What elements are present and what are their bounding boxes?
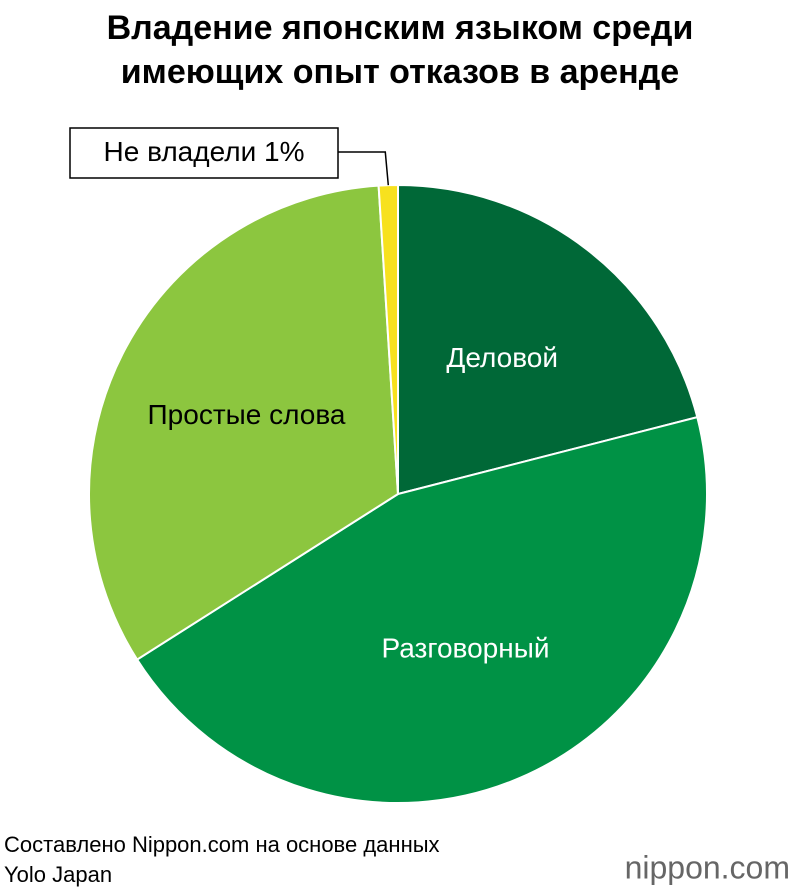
slice-label: Деловой bbox=[446, 342, 558, 373]
slice-label: Разговорный bbox=[382, 632, 550, 663]
chart-title: Владение японским языком среди bbox=[107, 9, 694, 47]
leader-line bbox=[338, 151, 390, 186]
logo: nippon.com bbox=[625, 849, 790, 885]
pie-slice bbox=[135, 415, 708, 804]
source-note: Составлено Nippon.com на основе данных bbox=[4, 832, 440, 857]
pie-slice bbox=[397, 183, 699, 496]
pie-slice bbox=[88, 184, 400, 661]
category-label: Не владели bbox=[104, 136, 257, 167]
value-label: 1% bbox=[264, 136, 304, 167]
chart-title: имеющих опыт отказов в аренде bbox=[121, 53, 679, 91]
source-note: Yolo Japan bbox=[4, 862, 112, 887]
slice-label: Простые слова bbox=[148, 399, 346, 430]
callout-box bbox=[69, 127, 339, 179]
pie-slice bbox=[377, 183, 399, 495]
callout-label: Не владели 1% bbox=[104, 136, 305, 167]
